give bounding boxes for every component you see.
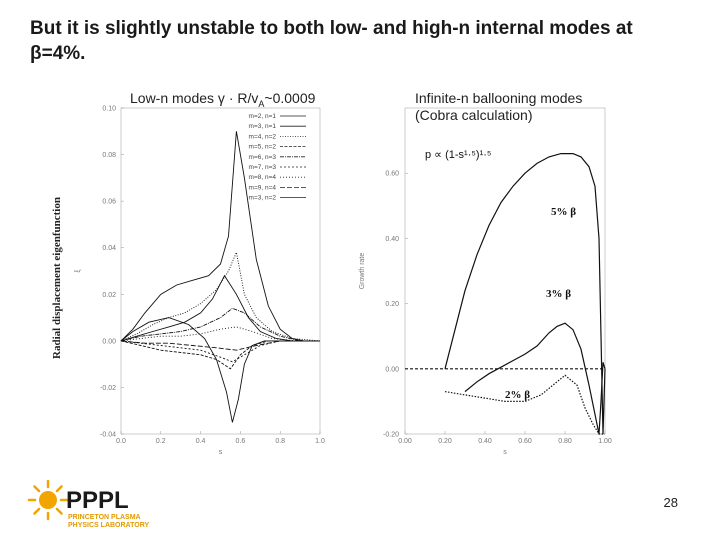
y-axis-label: Growth rate	[359, 253, 366, 290]
x-tick-label: 0.8	[275, 438, 285, 445]
plot-frame	[120, 107, 321, 435]
y-tick-label: 0.60	[385, 171, 399, 178]
x-tick-label: 1.00	[598, 438, 612, 445]
plot-frame	[404, 107, 606, 435]
legend-entry-label: m=8, n=4	[249, 174, 277, 181]
y-tick-label: 0.20	[385, 301, 399, 308]
beta-2-label: 2% β	[505, 389, 530, 401]
y-tick-label: 0.00	[385, 366, 399, 373]
y-tick-label: 0.00	[102, 338, 116, 345]
series-line-5	[120, 307, 320, 342]
legend-entry-label: m=2, n=1	[249, 113, 277, 120]
x-tick-label: 0.4	[196, 438, 206, 445]
x-axis-label: s	[219, 449, 223, 456]
y-tick-label: -0.04	[100, 432, 116, 439]
series-line-8	[120, 340, 320, 351]
slide-title: But it is slightly unstable to both low-…	[30, 18, 633, 64]
x-tick-label: 0.20	[438, 438, 452, 445]
y-tick-label: 0.40	[385, 236, 399, 243]
x-tick-label: 0.6	[236, 438, 246, 445]
series-line-2	[464, 322, 606, 435]
sun-icon	[27, 479, 69, 521]
series-line-3	[444, 374, 605, 435]
series-line-4	[120, 340, 320, 370]
y-tick-label: 0.02	[102, 292, 116, 299]
logo-line1: PRINCETON PLASMA	[68, 514, 141, 521]
series-line-1	[444, 153, 606, 435]
legend-entry-label: m=6, n=3	[249, 154, 277, 161]
high-n-label: Infinite-n ballooning modes (Cobra calcu…	[415, 90, 582, 124]
pppl-logo: PPPL PRINCETON PLASMA PHYSICS LABORATORY	[27, 479, 149, 529]
series-line-6	[120, 340, 320, 363]
x-tick-label: 0.0	[116, 438, 126, 445]
y-tick-label: -0.20	[383, 432, 399, 439]
legend-entry-label: m=9, n=4	[249, 184, 277, 191]
logo-line2: PHYSICS LABORATORY	[68, 522, 149, 529]
y-tick-label: 0.04	[102, 245, 116, 252]
y-axis-label: ξ	[75, 269, 82, 272]
y-tick-label: 0.08	[102, 152, 116, 159]
legend-entry-label: m=7, n=3	[249, 164, 277, 171]
y-tick-label: -0.02	[100, 385, 116, 392]
x-tick-label: 0.80	[558, 438, 572, 445]
legend-entry-label: m=3, n=1	[249, 123, 277, 130]
x-tick-label: 0.00	[398, 438, 412, 445]
legend-entry-label: m=4, n=2	[249, 133, 277, 140]
high-n-label-line2: (Cobra calculation)	[415, 107, 533, 123]
low-n-label: Low-n modes γ · R/vA~0.0009	[130, 90, 316, 109]
x-axis-label: s	[503, 449, 507, 456]
y-tick-label: 0.06	[102, 199, 116, 206]
series-line-9	[120, 274, 320, 342]
x-tick-label: 0.2	[156, 438, 166, 445]
legend-entry-label: m=3, n=2	[249, 195, 277, 202]
x-tick-label: 0.60	[518, 438, 532, 445]
beta-3-label: 3% β	[546, 288, 571, 300]
high-n-label-line1: Infinite-n ballooning modes	[415, 90, 583, 106]
pressure-formula: p ∝ (1-s¹·⁵)¹·⁵	[425, 149, 491, 161]
y-tick-label: 0.10	[102, 106, 116, 113]
x-tick-label: 0.40	[478, 438, 492, 445]
page-number: 28	[663, 495, 678, 510]
logo-name: PPPL	[66, 487, 129, 514]
beta-5-label: 5% β	[551, 206, 576, 218]
x-tick-label: 1.0	[315, 438, 325, 445]
legend-entry-label: m=5, n=2	[249, 144, 277, 151]
series-line-1	[120, 131, 320, 342]
